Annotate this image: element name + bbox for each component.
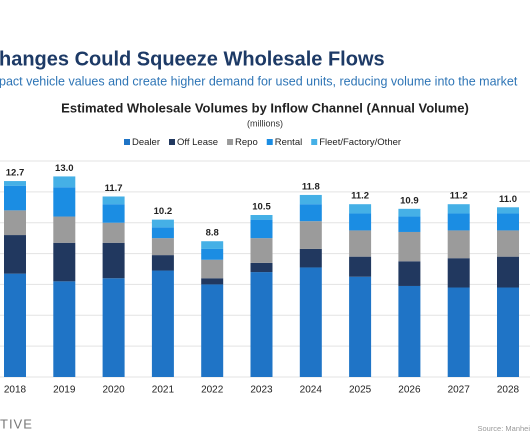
- legend-swatch: [169, 139, 175, 145]
- bar-segment: [151, 270, 174, 377]
- chart-subtitle: (millions): [247, 118, 283, 128]
- total-label: 11.2: [450, 191, 468, 202]
- bar-segment: [497, 256, 519, 288]
- x-tick-label: 2023: [250, 385, 273, 396]
- bar-segment: [102, 222, 125, 243]
- slide-title: hanges Could Squeeze Wholesale Flows: [0, 48, 385, 70]
- legend-label: Off Lease: [177, 137, 218, 148]
- bar-segment: [151, 219, 174, 228]
- bar-segment: [349, 230, 372, 257]
- bar-segment: [201, 278, 224, 285]
- bar-segment: [102, 196, 125, 205]
- bar-segment: [250, 262, 273, 273]
- bar-segment: [53, 187, 76, 217]
- total-label: 11.8: [302, 181, 320, 192]
- bar-segment: [299, 267, 322, 377]
- bar-segment: [250, 272, 273, 377]
- bars: 12.7 2018 13.0 2019 11.7 2020 10.2 2021 8.8 2022 1…: [4, 163, 520, 396]
- bar-segment: [398, 208, 421, 217]
- bar-segment: [299, 194, 322, 205]
- bar-segment: [250, 238, 273, 263]
- total-label: 12.7: [6, 168, 25, 179]
- bar-segment: [4, 273, 26, 377]
- bar-segment: [201, 241, 224, 249]
- bar-segment: [102, 242, 125, 279]
- x-tick-label: 2027: [448, 385, 471, 396]
- x-tick-label: 2022: [201, 385, 224, 396]
- total-label: 11.2: [351, 191, 369, 202]
- logo: TIVE: [0, 416, 33, 431]
- bar-segment: [201, 259, 224, 279]
- total-label: 8.8: [206, 228, 219, 239]
- legend-swatch: [227, 139, 234, 145]
- x-tick-label: 2025: [349, 385, 372, 396]
- bar-segment: [497, 287, 519, 377]
- bar-segment: [497, 207, 519, 214]
- x-tick-label: 2019: [53, 385, 76, 396]
- bar-segment: [349, 256, 372, 277]
- bar-segment: [102, 204, 125, 223]
- bar-segment: [349, 213, 372, 231]
- bar-segment: [4, 181, 26, 186]
- bar-segment: [447, 287, 470, 377]
- total-label: 11.7: [105, 183, 123, 194]
- legend-label: Fleet/Factory/Other: [319, 137, 401, 148]
- bar-segment: [398, 285, 421, 377]
- x-tick-label: 2018: [4, 385, 27, 396]
- total-label: 10.2: [154, 206, 173, 217]
- bar-segment: [4, 185, 26, 211]
- bar-segment: [497, 213, 519, 231]
- bar-segment: [151, 255, 174, 271]
- bar-segment: [201, 248, 224, 260]
- total-label: 13.0: [55, 163, 74, 174]
- slide-subtitle: pact vehicle values and create higher de…: [0, 74, 518, 88]
- legend-label: Repo: [235, 137, 258, 148]
- x-tick-label: 2024: [300, 385, 323, 396]
- total-label: 11.0: [499, 194, 517, 205]
- total-label: 10.9: [400, 195, 419, 206]
- bar-segment: [447, 204, 470, 214]
- x-tick-label: 2020: [102, 385, 125, 396]
- bar-segment: [299, 221, 322, 249]
- legend-swatch: [266, 139, 273, 145]
- bar-segment: [447, 230, 470, 259]
- bar-segment: [349, 276, 372, 377]
- bar-segment: [398, 261, 421, 286]
- bar-segment: [201, 284, 224, 377]
- bar-segment: [447, 213, 470, 231]
- bar-segment: [53, 242, 76, 282]
- bar-segment: [250, 215, 273, 220]
- bar-segment: [299, 204, 322, 222]
- bar-segment: [53, 176, 76, 188]
- total-label: 10.5: [252, 202, 271, 213]
- x-tick-label: 2021: [152, 385, 175, 396]
- bar-segment: [250, 219, 273, 239]
- bar-segment: [151, 227, 174, 239]
- bar-segment: [151, 238, 174, 256]
- legend: Dealer Off Lease Repo Rental Fleet/Factory/O…: [124, 137, 401, 148]
- legend-label: Dealer: [132, 137, 160, 148]
- x-tick-label: 2028: [497, 385, 520, 396]
- legend-swatch: [311, 139, 318, 145]
- bar-segment: [497, 230, 519, 257]
- bar-segment: [4, 235, 26, 274]
- legend-swatch: [124, 139, 130, 145]
- bar-segment: [53, 216, 76, 243]
- bar-segment: [299, 248, 322, 268]
- bar-segment: [447, 258, 470, 288]
- chart-title: Estimated Wholesale Volumes by Inflow Ch…: [61, 100, 469, 115]
- bar-segment: [349, 204, 372, 214]
- bar-segment: [4, 210, 26, 236]
- x-tick-label: 2026: [398, 385, 421, 396]
- bar-segment: [398, 216, 421, 232]
- legend-label: Rental: [275, 137, 302, 148]
- bar-segment: [102, 278, 125, 377]
- source: Source: Manhei: [477, 424, 530, 433]
- bar-segment: [53, 281, 76, 377]
- bar-segment: [398, 231, 421, 262]
